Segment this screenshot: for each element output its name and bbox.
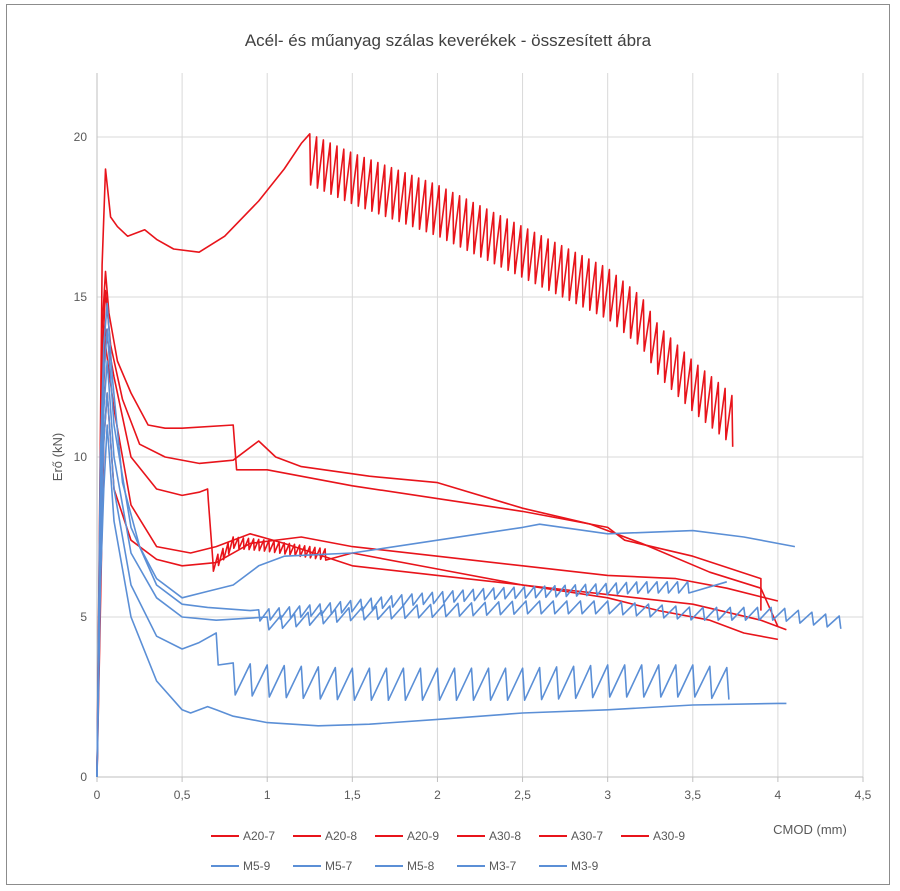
series-line-m5-9 bbox=[96, 302, 796, 778]
series-line-a20-8 bbox=[96, 270, 762, 778]
series-line-m3-9 bbox=[96, 424, 787, 778]
series-line-a20-9 bbox=[96, 289, 779, 778]
legend-label-m3-9: M3-9 bbox=[571, 859, 599, 873]
x-tick-label: 2,5 bbox=[514, 788, 531, 802]
legend-label-m5-8: M5-8 bbox=[407, 859, 435, 873]
x-tick-label: 1 bbox=[264, 788, 271, 802]
x-axis-title: CMOD (mm) bbox=[773, 822, 847, 837]
x-tick-label: 2 bbox=[434, 788, 441, 802]
legend-label-a30-9: A30-9 bbox=[653, 829, 685, 843]
x-tick-label: 0 bbox=[94, 788, 101, 802]
series-line-m5-8 bbox=[96, 360, 842, 778]
series-line-m3-7 bbox=[96, 392, 730, 778]
y-tick-label: 10 bbox=[74, 450, 88, 464]
y-tick-label: 15 bbox=[74, 290, 88, 304]
y-tick-label: 0 bbox=[80, 770, 87, 784]
legend-label-a30-8: A30-8 bbox=[489, 829, 521, 843]
x-tick-label: 3,5 bbox=[684, 788, 701, 802]
y-axis-title: Erő (kN) bbox=[50, 433, 65, 481]
y-tick-label: 20 bbox=[74, 130, 88, 144]
series-line-a30-8 bbox=[96, 328, 779, 778]
legend-label-m3-7: M3-7 bbox=[489, 859, 517, 873]
legend-label-a20-8: A20-8 bbox=[325, 829, 357, 843]
gridlines bbox=[97, 73, 864, 777]
x-tick-label: 0,5 bbox=[174, 788, 191, 802]
chart-area bbox=[6, 4, 890, 885]
legend-label-m5-7: M5-7 bbox=[325, 859, 353, 873]
legend: A20-7 A20-8 A20-9 A30-8 A30-7 A30-9 M5-9 M5-7 M5… bbox=[211, 829, 685, 873]
x-tick-label: 4 bbox=[775, 788, 782, 802]
series-line-m5-7 bbox=[96, 328, 728, 778]
x-tick-label: 1,5 bbox=[344, 788, 361, 802]
x-tick-labels: 0 0,5 1 1,5 2 2,5 3 3,5 4 4,5 bbox=[94, 788, 872, 802]
y-tick-label: 5 bbox=[80, 610, 87, 624]
series-line-a20-7 bbox=[96, 133, 734, 778]
axes bbox=[96, 73, 864, 782]
legend-label-a20-9: A20-9 bbox=[407, 829, 439, 843]
x-tick-label: 3 bbox=[604, 788, 611, 802]
y-tick-labels: 0 5 10 15 20 bbox=[74, 130, 88, 784]
legend-label-m5-9: M5-9 bbox=[243, 859, 271, 873]
series-lines bbox=[96, 133, 842, 778]
chart-title: Acél- és műanyag szálas keverékek - össz… bbox=[245, 31, 652, 50]
legend-label-a30-7: A30-7 bbox=[571, 829, 603, 843]
legend-label-a20-7: A20-7 bbox=[243, 829, 275, 843]
x-tick-label: 4,5 bbox=[855, 788, 872, 802]
